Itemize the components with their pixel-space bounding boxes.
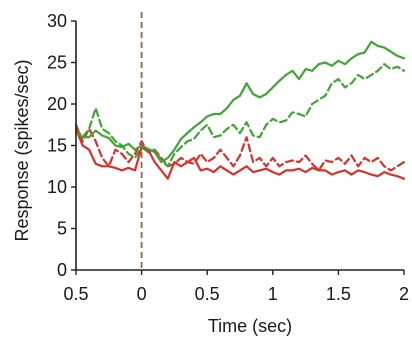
series-line-3 <box>74 123 406 172</box>
y-tick-label: 15 <box>47 136 67 156</box>
tick-layer: 0 5 10 15 20 25 30 0.5 0 0.5 1 1.5 2 <box>47 11 409 304</box>
y-tick-label: 25 <box>47 53 67 73</box>
series-line-0 <box>74 40 406 164</box>
y-tick-label: 20 <box>47 94 67 114</box>
x-tick-label: 0.5 <box>63 284 88 304</box>
y-axis-title: Response (spikes/sec) <box>12 59 32 241</box>
x-axis-title: Time (sec) <box>208 316 292 336</box>
x-tick-label: 2 <box>399 284 409 304</box>
series-layer <box>74 40 406 180</box>
y-tick-label: 5 <box>57 219 67 239</box>
x-tick-label: 1 <box>268 284 278 304</box>
y-tick-label: 10 <box>47 177 67 197</box>
y-tick-label: 30 <box>47 11 67 31</box>
x-tick-label: 0.5 <box>195 284 220 304</box>
x-tick-label: 0 <box>137 284 147 304</box>
series-line-2 <box>74 127 406 180</box>
y-tick-label: 0 <box>57 260 67 280</box>
x-tick-label: 1.5 <box>326 284 351 304</box>
series-line-1 <box>74 63 406 168</box>
